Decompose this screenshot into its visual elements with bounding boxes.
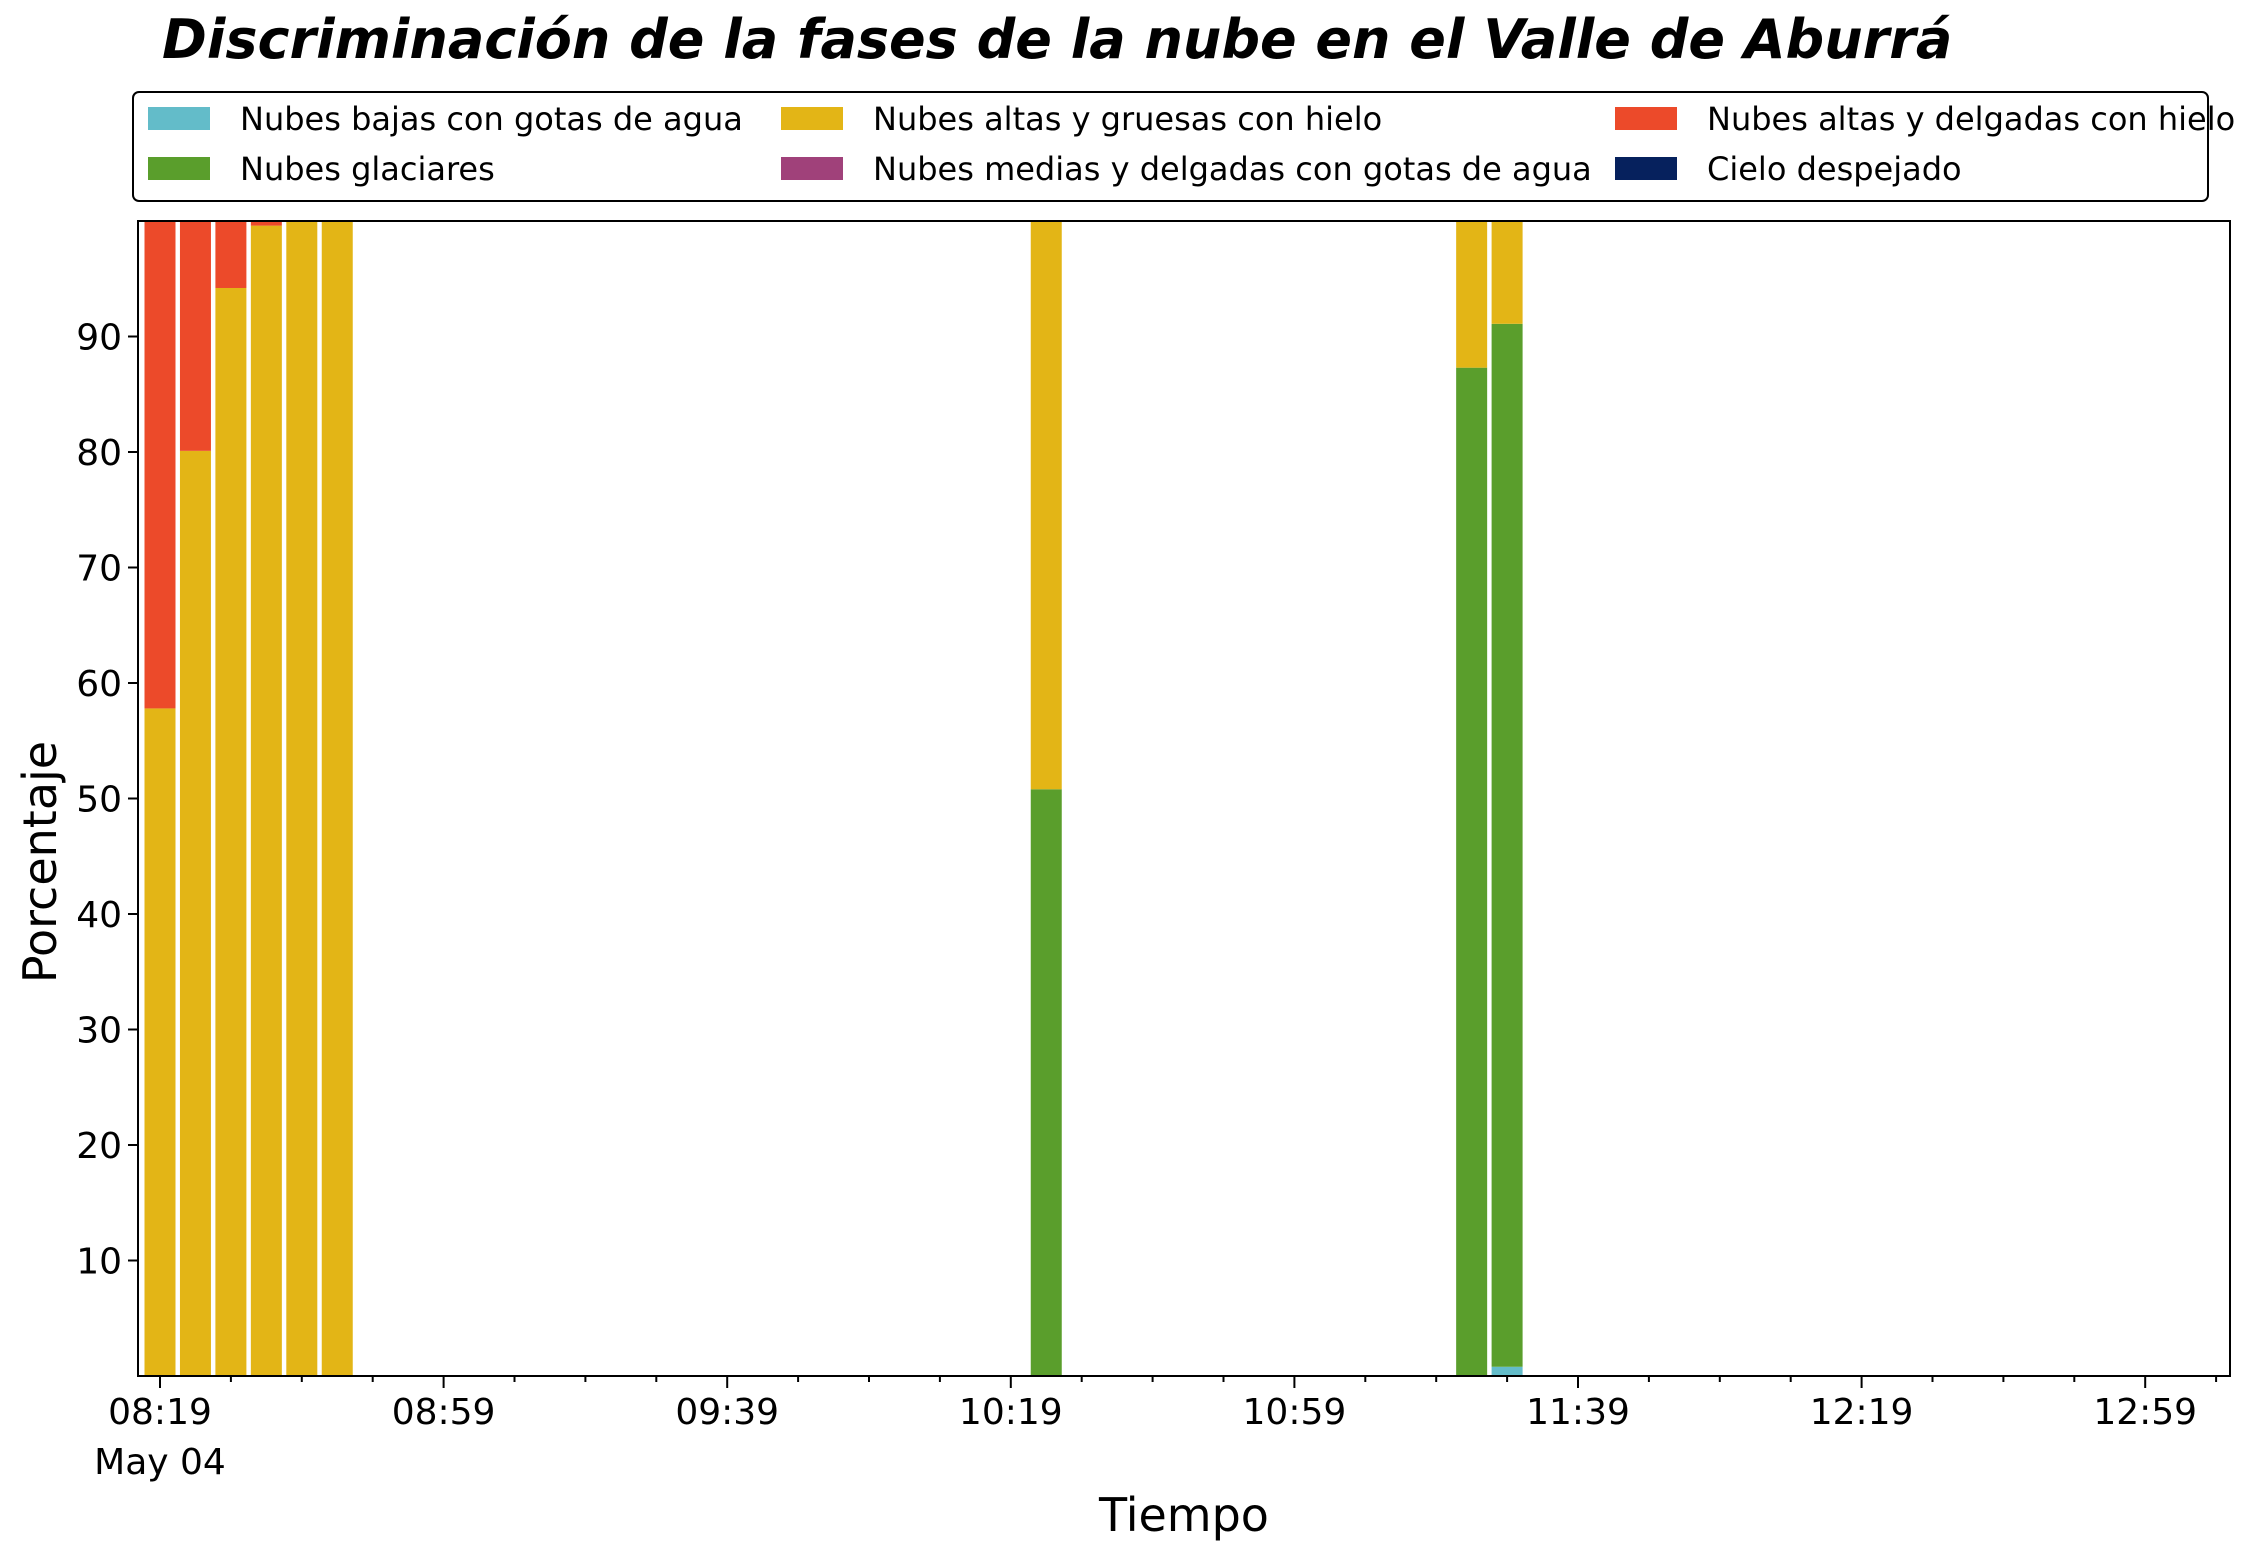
y-tick-label: 80: [76, 433, 122, 474]
legend-label: Cielo despejado: [1707, 150, 1962, 188]
legend-swatch: [148, 107, 210, 130]
x-tick-label: 09:39: [675, 1392, 779, 1433]
bar-segment-2-3: [250, 225, 282, 1376]
legend-swatch: [781, 157, 843, 180]
legend-label: Nubes altas y gruesas con hielo: [873, 100, 1382, 138]
bar-segment-4-1: [179, 221, 211, 451]
y-tick-label: 70: [76, 549, 122, 590]
bar-segment-2-8: [1491, 221, 1523, 324]
bar-segment-2-4: [286, 221, 318, 1376]
bar-segment-1-6: [1030, 789, 1062, 1376]
x-tick-label: 10:19: [959, 1392, 1063, 1433]
y-tick-label: 30: [76, 1011, 122, 1052]
bar-segment-2-2: [215, 287, 247, 1376]
y-tick-label: 90: [76, 318, 122, 359]
bar-segment-0-8: [1491, 1366, 1523, 1376]
bar-segment-2-5: [321, 221, 353, 1376]
bar-segment-1-7: [1456, 367, 1488, 1376]
x-tick-label: 12:19: [1810, 1392, 1914, 1433]
legend: Nubes bajas con gotas de agua Nubes glaci…: [132, 91, 2235, 202]
chart-title: Discriminación de la fases de la nube en…: [162, 8, 1952, 71]
plot-frame: [137, 220, 2231, 1377]
legend-label: Nubes altas y delgadas con hielo: [1707, 100, 2235, 138]
x-tick-label: 08:19: [108, 1392, 212, 1433]
x-tick-label: 12:59: [2093, 1392, 2197, 1433]
x-axis-title: Tiempo: [1098, 1488, 1269, 1542]
x-axis: 08:19 08:59 09:39 10:19 10:59 11:39 12:19 12:59…: [108, 1376, 2218, 1433]
legend-label: Nubes medias y delgadas con gotas de agu…: [873, 150, 1592, 188]
x-tick-label: 10:59: [1243, 1392, 1347, 1433]
y-tick-label: 10: [76, 1242, 122, 1283]
legend-label: Nubes glaciares: [240, 150, 495, 188]
bar-segment-2-6: [1030, 221, 1062, 790]
bar-segment-2-1: [179, 450, 211, 1377]
bar-segment-1-8: [1491, 323, 1523, 1367]
x-tick-label: 08:59: [392, 1392, 496, 1433]
legend-label: Nubes bajas con gotas de agua: [240, 100, 743, 138]
legend-swatch: [781, 107, 843, 130]
bar-segment-4-0: [144, 221, 176, 709]
legend-swatch: [1615, 157, 1677, 180]
bar-segment-2-0: [144, 708, 176, 1376]
y-axis-title: Porcentaje: [13, 741, 67, 983]
y-tick-label: 40: [76, 895, 122, 936]
x-tick-label: 11:39: [1526, 1392, 1630, 1433]
y-tick-label: 20: [76, 1126, 122, 1167]
y-tick-label: 60: [76, 664, 122, 705]
legend-swatch: [148, 157, 210, 180]
bar-segment-2-7: [1456, 221, 1488, 368]
y-axis: 10 20 30 40 50 60 70 80 90: [76, 318, 138, 1283]
date-label: May 04: [94, 1442, 226, 1483]
bar-segment-4-2: [215, 221, 247, 288]
y-tick-label: 50: [76, 780, 122, 821]
bars-group: [144, 221, 1523, 1377]
legend-frame: [132, 91, 2209, 202]
legend-swatch: [1615, 107, 1677, 130]
bar-segment-4-3: [250, 221, 282, 226]
